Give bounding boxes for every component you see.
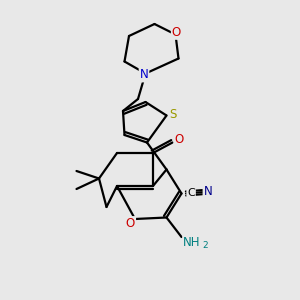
Text: N: N (203, 185, 212, 198)
Text: C: C (187, 188, 195, 198)
Text: O: O (175, 133, 184, 146)
Text: S: S (169, 107, 176, 121)
Text: O: O (172, 26, 181, 39)
Text: O: O (126, 217, 135, 230)
Text: 2: 2 (203, 242, 208, 250)
Text: N: N (140, 68, 148, 82)
Text: NH: NH (183, 236, 201, 249)
